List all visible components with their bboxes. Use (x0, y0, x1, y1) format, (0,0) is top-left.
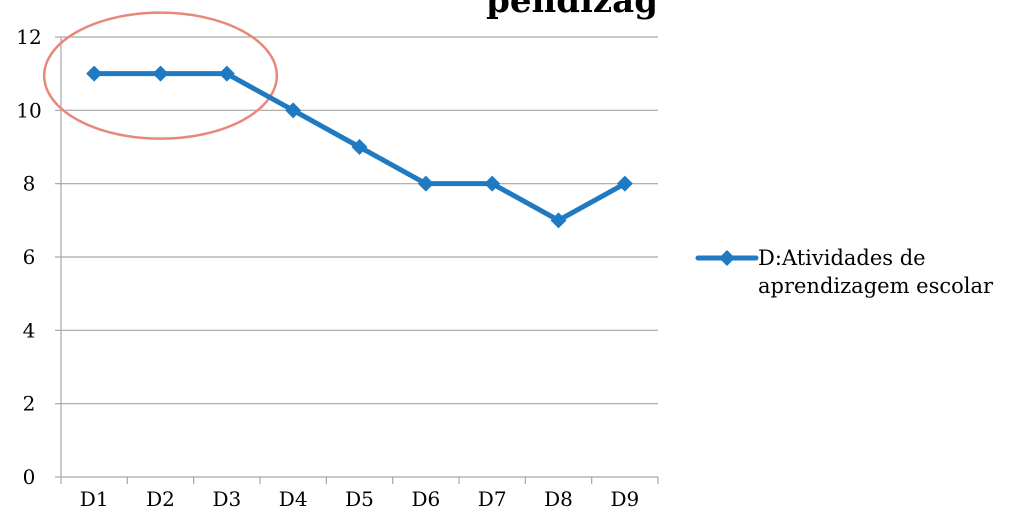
data-point-marker (285, 102, 302, 119)
data-point-marker (152, 65, 169, 82)
series-layer (86, 65, 633, 229)
y-tick-label: 10 (16, 98, 41, 122)
legend-marker (719, 250, 735, 266)
y-tick-label: 12 (16, 25, 41, 49)
y-tick-label: 0 (23, 465, 36, 489)
data-point-marker (616, 175, 633, 192)
y-tick-label: 4 (23, 318, 36, 342)
chart-title: pendizag (486, 0, 658, 21)
x-tick-label: D1 (80, 487, 109, 511)
y-tick-label: 6 (23, 245, 36, 269)
y-tick-label: 8 (23, 172, 36, 196)
legend-label: aprendizagem escolar (758, 274, 994, 298)
legend: D:Atividades de aprendizagem escolar (695, 246, 994, 298)
highlight-ellipse (42, 11, 279, 140)
gridlines (61, 36, 658, 405)
y-tick-label: 2 (23, 392, 36, 416)
x-tick-label: D7 (478, 487, 507, 511)
x-tick-label: D2 (146, 487, 175, 511)
annotation-layer (42, 11, 279, 140)
x-tick-label: D9 (610, 487, 639, 511)
x-tick-label: D6 (411, 487, 440, 511)
x-tick-label: D3 (212, 487, 241, 511)
x-tick-label: D8 (544, 487, 573, 511)
chart-title-layer: pendizag (486, 0, 658, 21)
legend-label: D:Atividades de (758, 246, 926, 270)
data-point-marker (351, 139, 368, 155)
x-tick-label: D5 (345, 487, 374, 511)
x-tick-label: D4 (279, 487, 308, 511)
axes: 0 2 4 6 8 10 12 D1 D2 D3 D4 D5 D6 D7 D8 D9 (16, 25, 659, 511)
data-point-marker (86, 65, 103, 82)
data-point-marker (484, 175, 501, 192)
data-point-marker (550, 212, 567, 229)
data-point-marker (218, 65, 235, 82)
data-point-marker (417, 175, 434, 192)
